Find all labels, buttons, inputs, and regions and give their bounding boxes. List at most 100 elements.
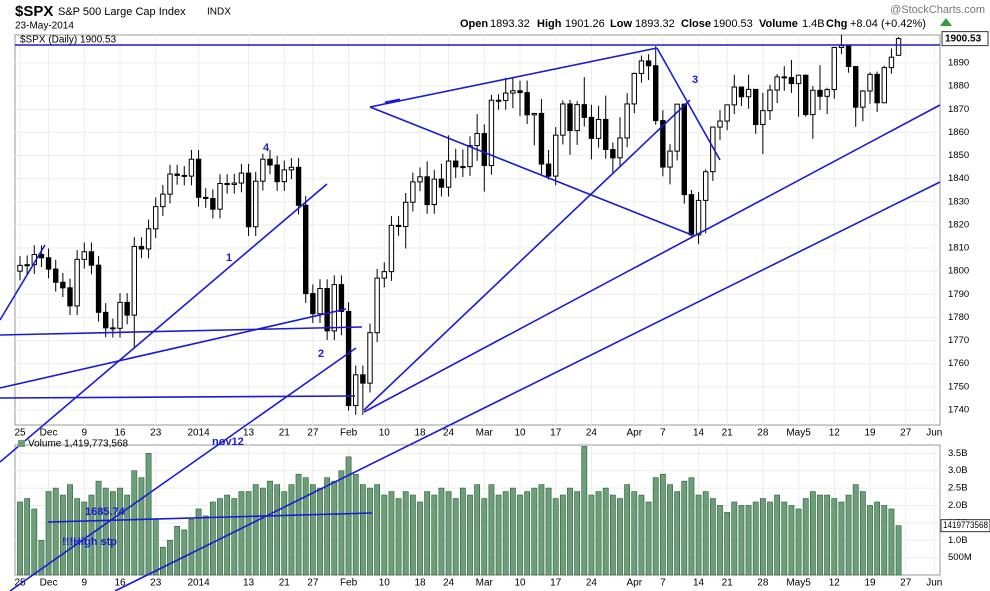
candle-body [753,88,759,126]
candle-body [195,158,202,198]
candle-body [274,164,280,183]
candle-body [324,288,330,332]
volume-bar [645,501,652,576]
x-tick-label: 16 [114,578,126,589]
candle-body [410,181,416,203]
x-tick-label: 18 [414,578,426,589]
candle-body [853,65,859,108]
x-tick-label: Mar [476,578,494,589]
candle-body [510,90,516,94]
last-price-box [941,31,989,47]
volume-bar [238,491,245,576]
volume-bar [317,487,323,576]
x-tick-label: 13 [243,578,255,589]
x-tick-label: 25 [14,428,26,439]
volume-bar [295,473,302,576]
volume-bar [288,484,295,576]
candle-body [824,89,830,97]
annotation: 3 [692,74,698,86]
candle-body [803,74,809,116]
x-tick-label: 16 [114,428,126,439]
volume-bar [595,491,602,576]
x-tick-label: 21 [279,428,291,439]
last-price-label: 1900.53 [945,33,982,44]
volume-bar [824,494,831,576]
candle-body [438,178,445,188]
volume-bar [624,484,631,576]
volume-bar [302,477,309,576]
y-tick-label: 1830 [948,196,969,207]
volume-bar [167,539,173,576]
candle-body [267,158,273,166]
candle-body [745,88,752,98]
volume-bar [438,487,445,576]
x-tick-label: 12 [829,578,841,589]
x-tick-label: Mar [476,428,494,439]
volume-bar [767,501,773,576]
x-tick-label: 7 [660,578,666,589]
candle-body [810,89,816,116]
volume-bar [631,491,638,576]
y-tick-label: 1870 [948,104,969,115]
y-tick-label: 1790 [948,289,969,300]
volume-bar [309,484,316,576]
volume-bar [274,484,281,576]
volume-bar [524,491,531,576]
volume-bar [481,498,488,576]
candle-body [710,126,716,173]
volume-bar [509,487,516,576]
candle-body [603,118,609,151]
candle-body [345,310,352,407]
x-tick-label: 10 [379,428,391,439]
candle-body [645,60,652,67]
x-tick-label: 27 [307,578,319,589]
high-value: 1901.26 [565,18,605,30]
candle-body [460,166,466,169]
x-tick-label: 12 [829,428,841,439]
candle-body [417,176,423,183]
x-tick-label: Jun [926,578,942,589]
volume-bar [381,494,388,576]
volume-bar [74,498,81,576]
x-tick-label: 14 [693,578,705,589]
volume-bar [195,508,202,576]
last-volume-box [940,519,990,533]
candle-body [617,137,623,159]
x-tick-label: 21 [279,578,291,589]
y-tick-label: 1860 [948,127,969,138]
candle-body [595,118,602,139]
candle-body [553,134,559,177]
candle-body [360,374,366,384]
annotation: 4 [263,142,270,154]
volume-bar [138,477,145,576]
x-tick-label: 10 [514,578,526,589]
candle-body [845,45,852,67]
volume-bar [217,498,223,576]
volume-bar [38,539,45,576]
volume-bar [124,494,131,576]
candle-body [174,173,180,176]
candle-body [145,228,152,250]
candle-body [260,158,266,182]
x-tick-label: Apr [627,428,643,439]
volume-bar [17,501,23,576]
candle-body [431,178,437,206]
trendline [0,244,46,321]
candle-body [203,196,209,200]
candle-body [303,204,309,295]
x-tick-label: 2014 [187,578,210,589]
candle-body [495,99,502,102]
volume-bar [245,491,252,576]
candle-body [610,149,616,159]
volume-bar [695,494,702,576]
volume-bar [174,526,181,576]
candle-body [681,103,687,196]
high-label: High [537,18,562,30]
candle-body [674,103,680,152]
annotation: 1 [226,252,232,264]
low-label: Low [610,18,632,30]
volume-bar [859,491,866,576]
candle-body [738,86,745,98]
volume-bar [709,498,716,576]
candle-body [381,271,387,279]
